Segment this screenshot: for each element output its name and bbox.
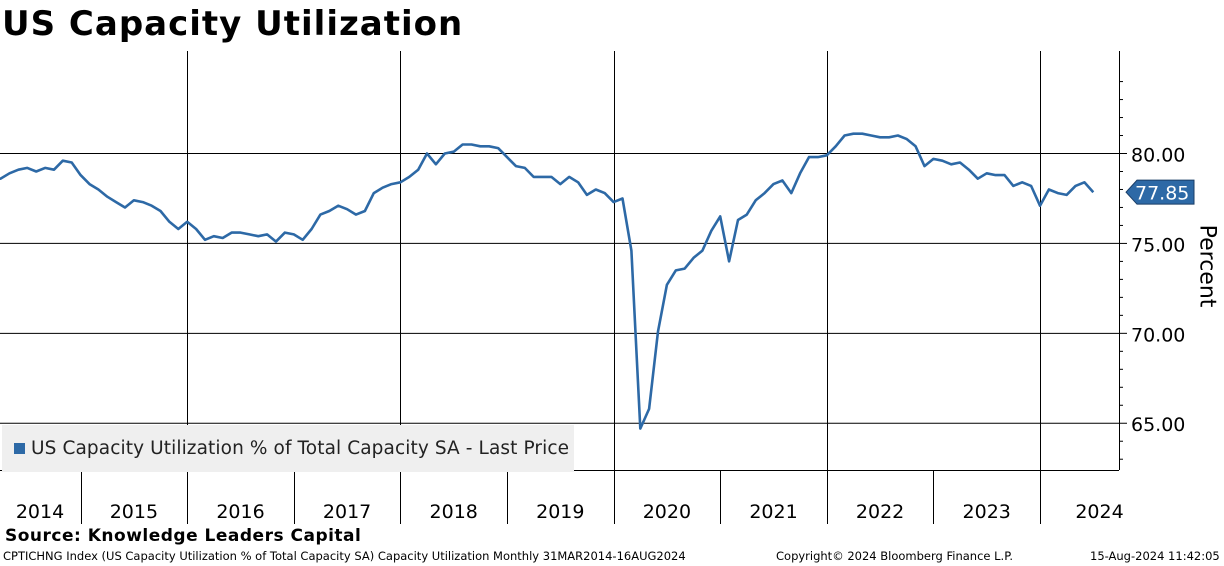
footer-timestamp: 15-Aug-2024 11:42:05: [1090, 549, 1220, 563]
x-tick-label: 2016: [216, 501, 264, 523]
last-value-label: 77.85: [1135, 183, 1189, 205]
legend-swatch: [14, 443, 25, 454]
footer-index-description: CPTICHNG Index (US Capacity Utilization …: [3, 549, 686, 563]
x-tick-label: 2015: [110, 501, 158, 523]
y-axis-label: Percent: [1194, 224, 1220, 308]
x-tick-label: 2024: [1075, 501, 1123, 523]
x-tick-label: 2021: [749, 501, 797, 523]
last-value-marker: 77.85: [1125, 179, 1195, 205]
x-tick-label: 2023: [963, 501, 1011, 523]
gridlines: [0, 51, 1119, 470]
x-tick-label: 2022: [856, 501, 904, 523]
y-tick-label: 75.00: [1131, 234, 1185, 256]
legend-label: US Capacity Utilization % of Total Capac…: [31, 438, 570, 459]
x-tick-label: 2014: [16, 501, 64, 523]
y-axis-label-wrap: Percent: [1192, 216, 1222, 316]
plot-area: [0, 132, 1095, 430]
last-value-badge: [1125, 179, 1195, 205]
y-tick-label: 80.00: [1131, 145, 1185, 167]
x-axis: 2014 2015 2016 2017 2018 2019 2020 2021 2022 2023…: [0, 470, 1124, 524]
source-note: Source: Knowledge Leaders Capital: [5, 526, 362, 546]
chart-legend: US Capacity Utilization % of Total Capac…: [2, 425, 574, 472]
y-tick-label: 65.00: [1131, 414, 1185, 436]
x-tick-label: 2020: [643, 501, 691, 523]
x-tick-label: 2019: [536, 501, 584, 523]
series-line: [0, 132, 1095, 430]
footer-copyright: Copyright© 2024 Bloomberg Finance L.P.: [776, 549, 1013, 563]
y-axis: 65.00 70.00 75.00 80.00 77.85: [1119, 51, 1195, 470]
chart-title: US Capacity Utilization: [2, 4, 464, 44]
x-tick-label: 2017: [323, 501, 371, 523]
x-tick-label: 2018: [430, 501, 478, 523]
y-tick-label: 70.00: [1131, 324, 1185, 346]
